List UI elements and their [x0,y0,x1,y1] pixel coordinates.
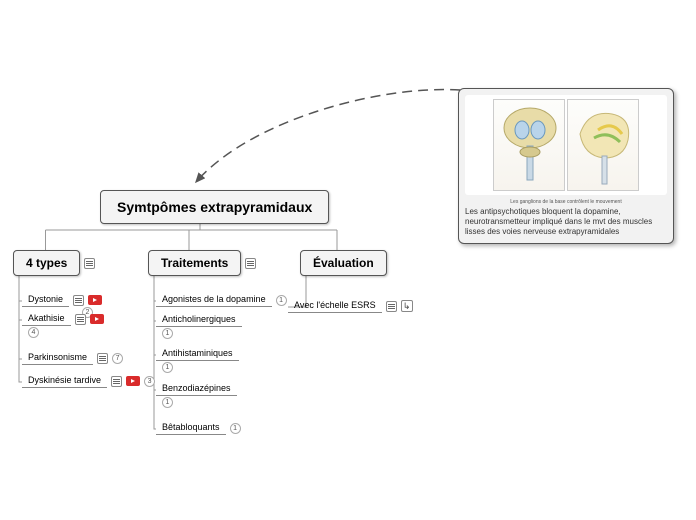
leaf-node[interactable]: Agonistes de la dopamine 1 [156,293,287,307]
leaf-label: Akathisie [22,312,71,326]
branch-types[interactable]: 4 types [13,250,95,276]
leaf-label: Agonistes de la dopamine [156,293,272,307]
count-badge: 4 [28,327,39,338]
video-icon[interactable] [88,295,102,305]
leaf-label: Parkinsonisme [22,351,93,365]
leaf-label: Benzodiazépines [156,382,237,396]
notes-icon[interactable] [97,353,108,364]
notes-icon[interactable] [245,258,256,269]
video-icon[interactable] [126,376,140,386]
branch-label: Évaluation [300,250,387,276]
video-icon[interactable] [90,314,104,324]
leaf-label: Bêtabloquants [156,421,226,435]
count-badge: 1 [162,397,173,408]
count-badge: 1 [276,295,287,306]
leaf-node[interactable]: Akathisie [22,312,104,326]
brain-image-right [567,99,639,191]
count-badge: 7 [112,353,123,364]
leaf-label: Antihistaminiques [156,347,239,361]
leaf-node[interactable]: Bêtabloquants 1 [156,421,241,435]
notes-icon[interactable] [73,295,84,306]
root-node[interactable]: Symtpômes extrapyramidaux [100,190,329,224]
annotation-images [465,95,667,195]
count-badge: 1 [230,423,241,434]
root-label: Symtpômes extrapyramidaux [100,190,329,224]
notes-icon[interactable] [386,301,397,312]
branch-eval[interactable]: Évaluation [300,250,387,276]
leaf-label: Anticholinergiques [156,313,242,327]
leaf-node[interactable]: Parkinsonisme 7 [22,351,123,365]
leaf-label: Dystonie [22,293,69,307]
annotation-caption: Les ganglions de la base contrôlent le m… [465,199,667,205]
leaf-node[interactable]: Antihistaminiques [156,347,239,361]
leaf-label: Dyskinésie tardive [22,374,107,388]
notes-icon[interactable] [111,376,122,387]
annotation-text: Les antipsychotiques bloquent la dopamin… [465,207,667,237]
leaf-label: Avec l'échelle ESRS [288,299,382,313]
count-badge: 1 [162,362,173,373]
annotation-box: Les ganglions de la base contrôlent le m… [458,88,674,244]
leaf-node[interactable]: Dyskinésie tardive 3 [22,374,155,388]
leaf-node[interactable]: Benzodiazépines [156,382,237,396]
notes-icon[interactable] [84,258,95,269]
count-badge: 1 [162,328,173,339]
leaf-node[interactable]: Anticholinergiques [156,313,242,327]
branch-label: Traitements [148,250,241,276]
refresh-icon[interactable]: ↳ [401,300,413,312]
notes-icon[interactable] [75,314,86,325]
branch-label: 4 types [13,250,80,276]
count-badge: 3 [144,376,155,387]
branch-trait[interactable]: Traitements [148,250,256,276]
brain-image-left [493,99,565,191]
leaf-node[interactable]: Avec l'échelle ESRS ↳ [288,299,413,313]
leaf-node[interactable]: Dystonie2 [22,293,102,307]
